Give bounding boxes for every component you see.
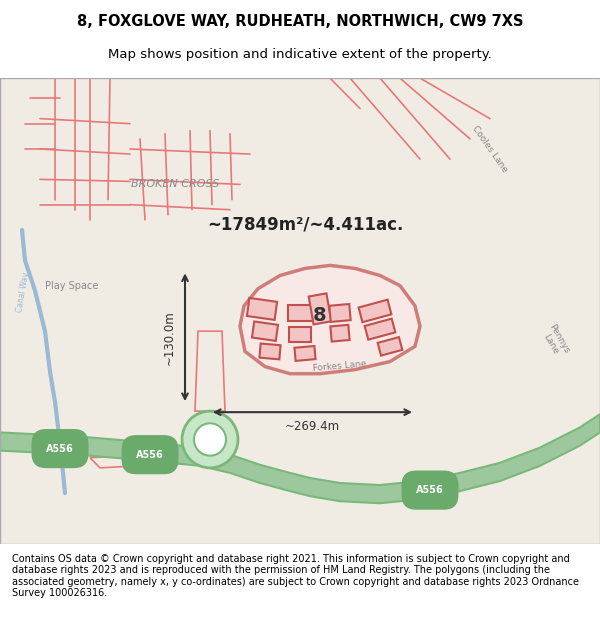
FancyBboxPatch shape [289, 327, 311, 342]
FancyBboxPatch shape [377, 337, 403, 356]
FancyBboxPatch shape [329, 304, 350, 322]
Text: ~269.4m: ~269.4m [284, 420, 340, 433]
Text: Map shows position and indicative extent of the property.: Map shows position and indicative extent… [108, 48, 492, 61]
FancyBboxPatch shape [295, 346, 316, 361]
Polygon shape [0, 414, 600, 503]
Text: A556: A556 [46, 444, 74, 454]
FancyBboxPatch shape [331, 325, 350, 342]
Text: Play Space: Play Space [46, 281, 98, 291]
Circle shape [182, 411, 238, 468]
FancyBboxPatch shape [365, 319, 395, 339]
Text: BROKEN CROSS: BROKEN CROSS [131, 179, 219, 189]
Text: Forkes Lane: Forkes Lane [313, 360, 367, 374]
FancyBboxPatch shape [359, 299, 391, 322]
Polygon shape [90, 452, 195, 468]
FancyBboxPatch shape [287, 305, 313, 321]
Text: Canal Way: Canal Way [15, 271, 31, 313]
Polygon shape [240, 266, 420, 374]
FancyBboxPatch shape [309, 293, 331, 324]
Polygon shape [195, 331, 225, 411]
Text: Cooles Lane: Cooles Lane [470, 124, 509, 174]
FancyBboxPatch shape [259, 344, 281, 359]
Text: ~17849m²/~4.411ac.: ~17849m²/~4.411ac. [207, 216, 403, 234]
Text: A556: A556 [416, 485, 444, 495]
Text: 8, FOXGLOVE WAY, RUDHEATH, NORTHWICH, CW9 7XS: 8, FOXGLOVE WAY, RUDHEATH, NORTHWICH, CW… [77, 14, 523, 29]
Text: A556: A556 [136, 449, 164, 459]
Text: Contains OS data © Crown copyright and database right 2021. This information is : Contains OS data © Crown copyright and d… [12, 554, 579, 598]
Text: 8: 8 [313, 306, 327, 326]
FancyBboxPatch shape [247, 298, 277, 320]
Text: ~130.0m: ~130.0m [163, 310, 176, 364]
FancyBboxPatch shape [252, 321, 278, 341]
Text: Pennys
Lane: Pennys Lane [539, 322, 571, 360]
Circle shape [194, 423, 226, 456]
